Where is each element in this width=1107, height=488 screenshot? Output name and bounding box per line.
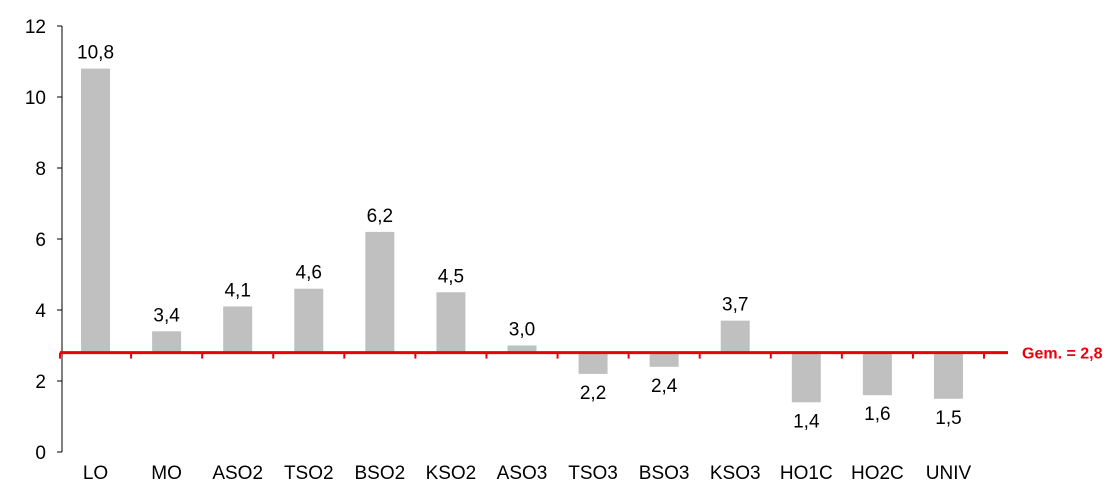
bar-ho1c xyxy=(791,352,821,403)
data-label: 10,8 xyxy=(77,43,114,64)
average-baseline xyxy=(59,351,1008,359)
bar-bso3 xyxy=(649,352,679,367)
bar-univ xyxy=(933,352,963,399)
bars xyxy=(81,68,963,403)
x-category-label: HO2C xyxy=(851,463,904,484)
x-category-label: TSO3 xyxy=(568,463,618,484)
bar-ho2c xyxy=(862,352,892,396)
data-label: 4,6 xyxy=(296,263,322,284)
bar-mo xyxy=(152,331,182,353)
data-label: 2,2 xyxy=(580,383,606,404)
bar-aso2 xyxy=(223,306,253,353)
bar-aso3 xyxy=(507,345,537,353)
x-category-label: HO1C xyxy=(780,463,833,484)
y-tick-label: 4 xyxy=(35,301,46,322)
x-category-label: BSO2 xyxy=(354,463,405,484)
data-label: 1,4 xyxy=(793,411,820,432)
data-labels: 10,8 3,4 4,1 4,6 6,2 4,5 3,0 2,2 2,4 3,7 1,4 1,6 1,5 xyxy=(77,43,962,433)
x-category-label: KSO3 xyxy=(710,463,761,484)
data-label: 3,0 xyxy=(509,320,535,341)
x-category-label: BSO3 xyxy=(639,463,690,484)
x-category-label: ASO2 xyxy=(212,463,263,484)
y-tick-label: 8 xyxy=(35,159,46,180)
y-tick-label: 2 xyxy=(35,372,46,393)
x-category-label: LO xyxy=(83,463,108,484)
bar-tso3 xyxy=(578,352,608,374)
x-category-label: ASO3 xyxy=(497,463,548,484)
x-category-label: KSO2 xyxy=(426,463,477,484)
x-category-label: MO xyxy=(151,463,182,484)
y-tick-label: 12 xyxy=(25,17,46,38)
y-tick-label: 10 xyxy=(25,88,46,109)
data-label: 1,6 xyxy=(864,404,890,425)
data-label: 3,4 xyxy=(153,305,180,326)
bar-bso2 xyxy=(365,231,395,353)
y-tick-label: 0 xyxy=(35,443,46,464)
bar-kso3 xyxy=(720,320,750,353)
x-axis: LO MO ASO2 TSO2 BSO2 KSO2 ASO3 TSO3 BSO3 KSO3 HO1C… xyxy=(83,463,972,484)
data-label: 3,7 xyxy=(722,295,748,316)
y-axis: 0 2 4 6 8 10 12 xyxy=(25,17,63,464)
bar-tso2 xyxy=(294,288,324,353)
data-label: 4,5 xyxy=(438,266,464,287)
x-category-label: TSO2 xyxy=(284,463,334,484)
y-tick-label: 6 xyxy=(35,230,46,251)
data-label: 2,4 xyxy=(651,376,678,397)
data-label: 1,5 xyxy=(935,408,961,429)
data-label: 6,2 xyxy=(367,206,393,227)
x-category-label: UNIV xyxy=(926,463,972,484)
average-label: Gem. = 2,8 xyxy=(1022,346,1103,363)
data-label: 4,1 xyxy=(224,280,250,301)
bar-kso2 xyxy=(436,292,466,353)
bar-lo xyxy=(81,68,111,353)
